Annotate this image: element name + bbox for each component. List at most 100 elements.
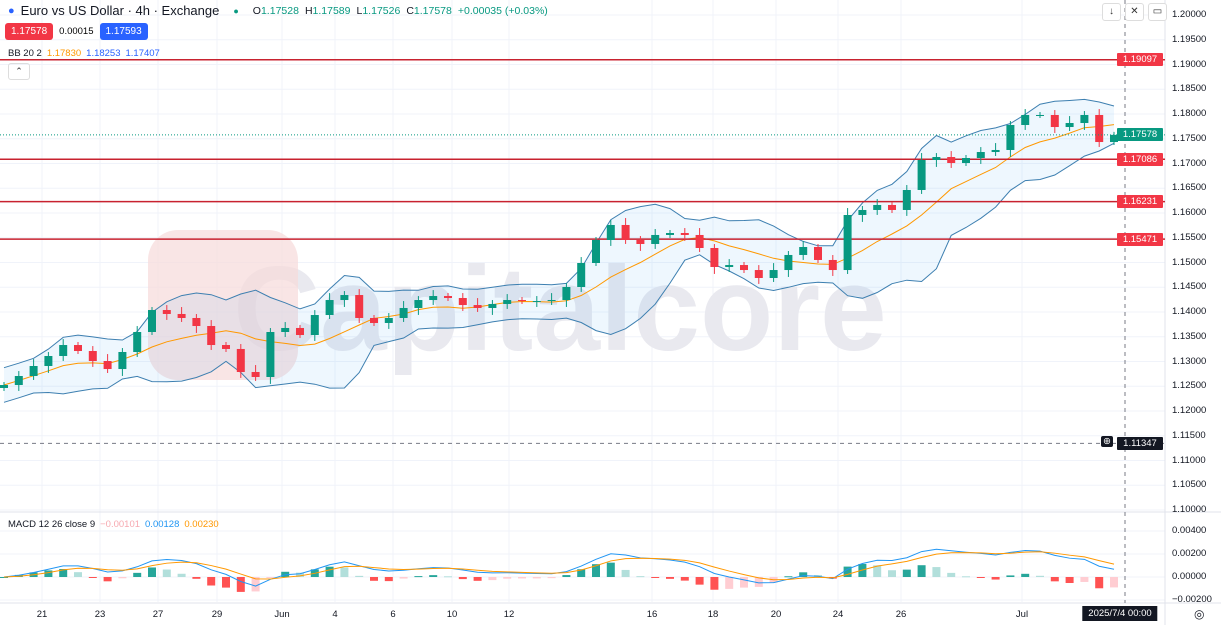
candle-body (503, 300, 512, 304)
macd-histogram-bar (636, 576, 645, 578)
macd-histogram-bar (592, 564, 600, 577)
price-tick: 1.20000 (1172, 9, 1207, 20)
macd-legend[interactable]: MACD 12 26 close 9 −0.00101 0.00128 0.00… (8, 519, 219, 530)
candle-body (222, 345, 230, 349)
candle-body (1065, 123, 1074, 128)
price-tick: 1.12500 (1172, 380, 1207, 392)
candle-body (296, 327, 304, 336)
macd-histogram-bar (103, 577, 112, 582)
time-tick: 6 (390, 609, 396, 620)
collapse-legend-button[interactable]: ⌃ (8, 63, 30, 80)
candle-body (651, 234, 660, 244)
time-tick: 23 (94, 609, 106, 620)
time-tick: 27 (152, 609, 164, 620)
candle-body (236, 348, 245, 372)
level-price-label: 1.16231 (1117, 195, 1163, 209)
candle-body (1021, 114, 1030, 125)
spread-value: 0.00015 (59, 26, 94, 37)
candle-body (340, 295, 349, 301)
price-tick: 1.13500 (1172, 330, 1207, 342)
candle-body (754, 270, 763, 278)
candle-body (281, 327, 290, 332)
macd-histogram-bar (1006, 575, 1015, 577)
macd-histogram-bar (562, 575, 571, 577)
candle-body (370, 317, 378, 323)
macd-histogram-bar (429, 575, 438, 577)
settings-eye-icon[interactable]: ◎ (1194, 607, 1205, 621)
candle-body (1050, 114, 1059, 128)
maximize-pane-icon[interactable]: ▭ (1148, 3, 1167, 21)
open-value: 1.17528 (260, 4, 299, 17)
price-tick: 1.10500 (1172, 479, 1207, 491)
candle-body (251, 371, 260, 377)
bb-upper: 1.18253 (86, 48, 121, 59)
candle-body (414, 300, 423, 308)
candle-body (636, 239, 645, 244)
candle-body (29, 366, 38, 377)
macd-histogram-bar (74, 572, 82, 577)
watermark-logo: Capitalcore (233, 242, 887, 376)
level-price-label: 1.15471 (1117, 232, 1163, 246)
price-tick: 1.17000 (1172, 157, 1207, 169)
candle-body (888, 204, 896, 210)
macd-histogram-bar (458, 577, 467, 580)
candle-body (621, 224, 630, 240)
candle-body (962, 158, 970, 164)
macd-histogram-bar (1095, 577, 1104, 589)
macd-histogram-bar (207, 577, 216, 586)
sell-button[interactable]: 1.17578 (5, 23, 54, 40)
collapse-pane-icon[interactable]: ✕ (1125, 3, 1144, 21)
high-value: 1.17589 (312, 4, 351, 17)
macd-histogram-value: −0.00101 (100, 519, 141, 530)
macd-histogram-bar (1080, 577, 1089, 582)
bb-legend[interactable]: BB 20 2 1.17830 1.18253 1.17407 (8, 48, 160, 59)
macd-histogram-bar (444, 576, 452, 578)
time-tick: 16 (646, 609, 658, 620)
candle-body (991, 149, 1000, 153)
candle-body (310, 315, 319, 336)
macd-tick: 0.00200 (1172, 548, 1207, 559)
macd-histogram-bar (547, 577, 556, 579)
macd-histogram-bar (251, 577, 260, 592)
watermark-logo-icon (148, 230, 298, 380)
candle-body (532, 301, 541, 303)
buy-button[interactable]: 1.17593 (99, 23, 148, 40)
time-tick: 18 (707, 609, 719, 620)
price-tick: 1.11500 (1172, 429, 1206, 441)
macd-value: 0.00128 (145, 519, 180, 530)
time-tick: 26 (895, 609, 907, 620)
candle-body (488, 303, 497, 308)
symbol-title[interactable]: Euro vs US Dollar · 4h · Exchange (20, 3, 220, 18)
candle-body (547, 300, 556, 302)
time-tick: Jun (274, 609, 290, 620)
candle-body (1095, 114, 1104, 143)
macd-histogram-bar (606, 562, 615, 577)
price-tick: 1.16000 (1172, 207, 1207, 218)
arrow-down-icon[interactable]: ↓ (1102, 3, 1121, 21)
price-tick: 1.19500 (1172, 33, 1207, 45)
macd-line (3, 548, 1115, 587)
currency-flag-icon: ● (8, 4, 15, 17)
candle-body (162, 310, 171, 314)
price-tick: 1.19000 (1172, 58, 1207, 70)
trade-row: 1.17578 0.00015 1.17593 (5, 23, 148, 40)
candle-body (207, 326, 216, 346)
macd-histogram-bar (873, 565, 882, 577)
macd-histogram-bar (784, 576, 793, 578)
candle-body (0, 385, 8, 388)
macd-histogram-bar (222, 577, 230, 588)
macd-name: MACD 12 26 close 9 (8, 519, 96, 530)
candle-body (74, 345, 82, 352)
time-tick: 4 (332, 609, 338, 620)
macd-histogram-bar (532, 577, 541, 579)
macd-histogram-bar (296, 572, 304, 577)
macd-histogram-bar (888, 570, 896, 577)
macd-histogram-bar (902, 569, 911, 577)
time-tick: 29 (211, 609, 223, 620)
macd-signal-value: 0.00230 (184, 519, 219, 530)
bollinger-upper-line (3, 98, 1115, 369)
candle-body (666, 232, 674, 235)
candle-body (148, 310, 156, 332)
candle-body (59, 345, 68, 357)
